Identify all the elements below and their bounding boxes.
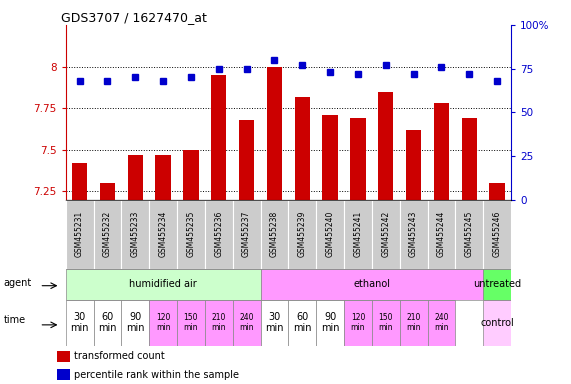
Bar (66, 300, 94, 346)
Bar (344, 300, 372, 346)
Text: 210
min: 210 min (407, 313, 421, 332)
Bar (428, 200, 456, 269)
Text: GSM455244: GSM455244 (437, 211, 446, 257)
Text: GSM455238: GSM455238 (270, 211, 279, 257)
Text: 150
min: 150 min (379, 313, 393, 332)
Bar (260, 300, 288, 346)
Bar (177, 300, 205, 346)
Text: transformed count: transformed count (74, 351, 165, 361)
Text: GSM455240: GSM455240 (325, 211, 335, 257)
Text: 120
min: 120 min (156, 313, 170, 332)
Bar (260, 200, 288, 269)
Bar (323, 115, 338, 200)
Text: GSM455242: GSM455242 (381, 211, 391, 257)
Bar (94, 200, 122, 269)
Text: 240
min: 240 min (434, 313, 449, 332)
Bar (177, 200, 205, 269)
Bar (66, 200, 94, 269)
Text: time: time (3, 315, 25, 325)
Text: humidified air: humidified air (129, 279, 197, 289)
Bar (66, 269, 260, 300)
Bar (233, 200, 260, 269)
Bar (378, 91, 393, 200)
Text: untreated: untreated (473, 279, 521, 289)
Text: GSM455233: GSM455233 (131, 211, 140, 257)
Text: 60
min: 60 min (98, 312, 116, 333)
Bar (155, 155, 171, 200)
Bar (149, 300, 177, 346)
Text: GSM455246: GSM455246 (493, 211, 502, 257)
Bar (149, 200, 177, 269)
Bar (350, 118, 365, 200)
Bar (239, 120, 254, 200)
Text: 60
min: 60 min (293, 312, 312, 333)
Text: 30
min: 30 min (70, 312, 89, 333)
Bar (434, 103, 449, 200)
Bar (211, 75, 227, 200)
Text: 30
min: 30 min (265, 312, 284, 333)
Bar (122, 300, 149, 346)
Bar (456, 200, 483, 269)
Text: percentile rank within the sample: percentile rank within the sample (74, 370, 239, 380)
Bar (122, 200, 149, 269)
Text: GSM455245: GSM455245 (465, 211, 474, 257)
Bar (72, 163, 87, 200)
Text: GSM455243: GSM455243 (409, 211, 418, 257)
Text: GSM455241: GSM455241 (353, 211, 363, 257)
Bar (260, 269, 483, 300)
Bar (461, 118, 477, 200)
Bar (183, 150, 199, 200)
Text: GSM455239: GSM455239 (297, 211, 307, 257)
Bar (400, 200, 428, 269)
Text: control: control (480, 318, 514, 328)
Bar (267, 66, 282, 200)
Bar (57, 369, 70, 380)
Bar (100, 183, 115, 200)
Bar (483, 300, 511, 346)
Bar (127, 155, 143, 200)
Bar (400, 300, 428, 346)
Text: 90
min: 90 min (321, 312, 339, 333)
Bar (57, 351, 70, 362)
Bar (233, 300, 260, 346)
Bar (288, 300, 316, 346)
Bar (205, 300, 233, 346)
Text: GSM455232: GSM455232 (103, 211, 112, 257)
Text: 120
min: 120 min (351, 313, 365, 332)
Bar (94, 300, 122, 346)
Bar (483, 269, 511, 300)
Bar (428, 300, 456, 346)
Text: GDS3707 / 1627470_at: GDS3707 / 1627470_at (61, 11, 207, 24)
Text: ethanol: ethanol (353, 279, 391, 289)
Text: agent: agent (3, 278, 31, 288)
Text: 210
min: 210 min (211, 313, 226, 332)
Bar (205, 200, 233, 269)
Text: 240
min: 240 min (239, 313, 254, 332)
Bar (483, 200, 511, 269)
Bar (344, 200, 372, 269)
Bar (489, 183, 505, 200)
Bar (316, 300, 344, 346)
Text: 90
min: 90 min (126, 312, 144, 333)
Bar (406, 130, 421, 200)
Bar (372, 300, 400, 346)
Text: GSM455231: GSM455231 (75, 211, 84, 257)
Text: 150
min: 150 min (184, 313, 198, 332)
Bar (295, 96, 310, 200)
Bar (316, 200, 344, 269)
Text: GSM455236: GSM455236 (214, 211, 223, 257)
Text: GSM455237: GSM455237 (242, 211, 251, 257)
Text: GSM455235: GSM455235 (186, 211, 195, 257)
Text: GSM455234: GSM455234 (159, 211, 168, 257)
Bar (288, 200, 316, 269)
Bar (372, 200, 400, 269)
